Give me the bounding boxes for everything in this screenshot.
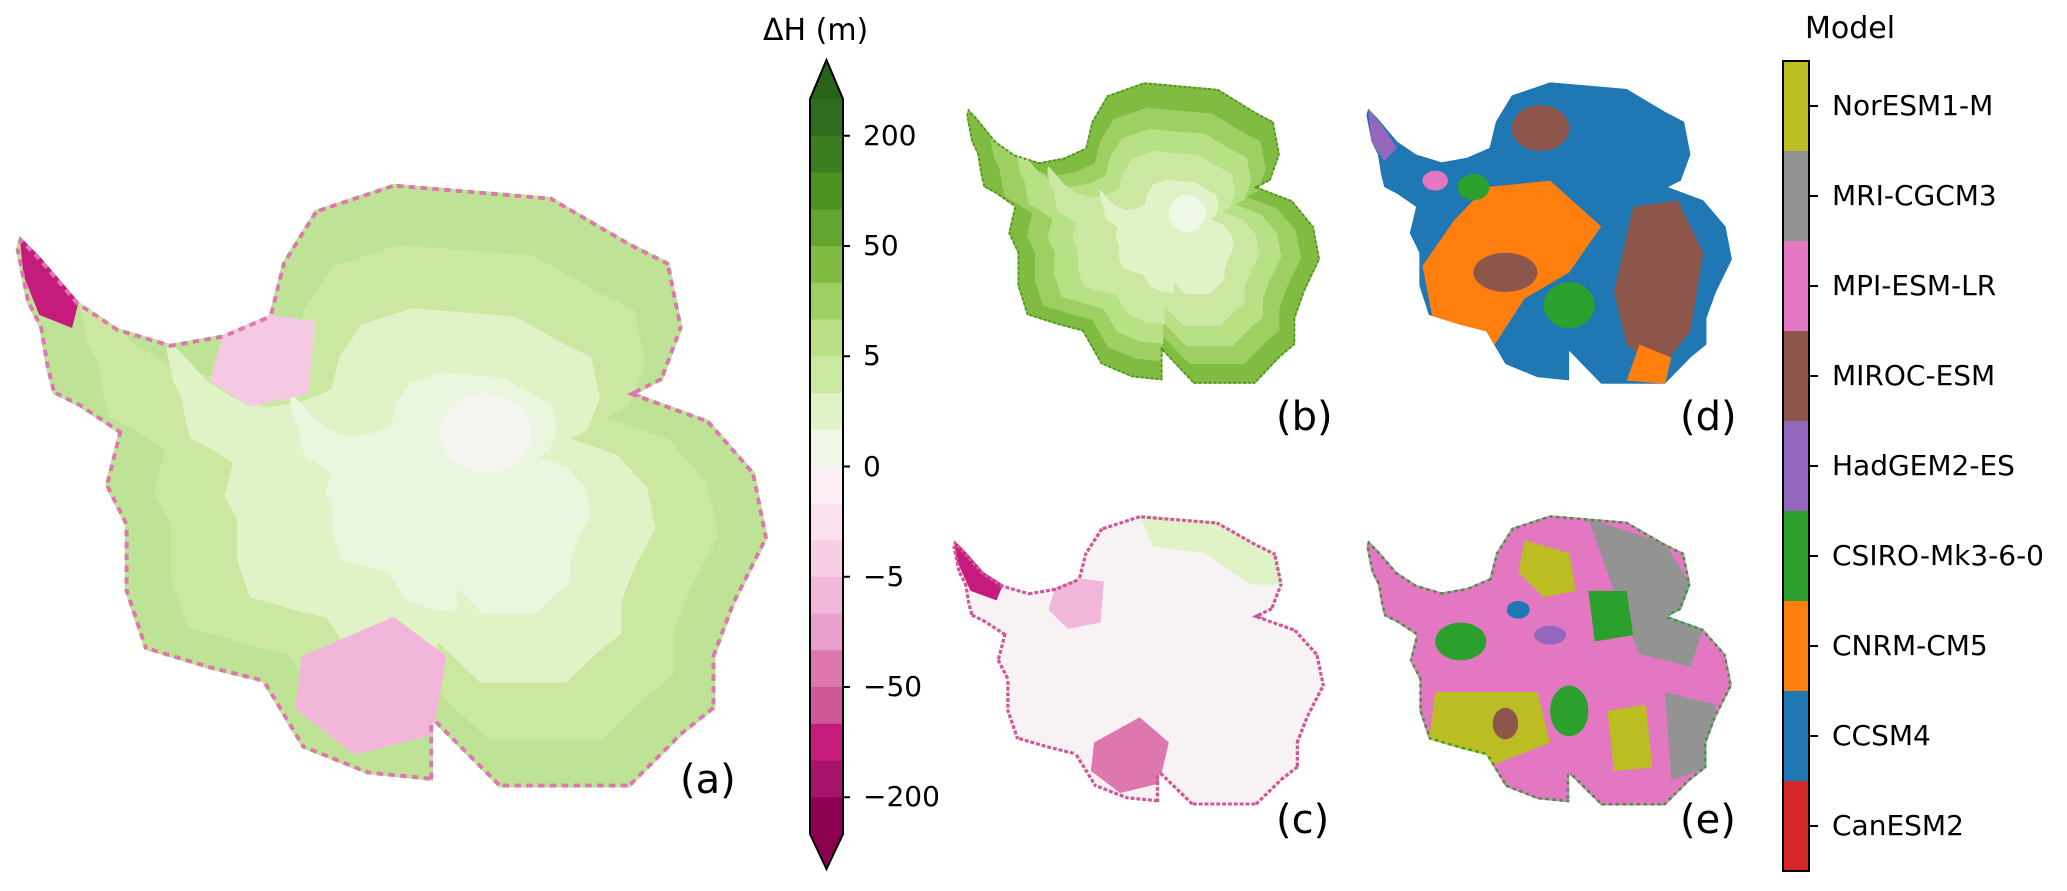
colorbar-band	[810, 172, 843, 210]
model-tick-mark	[1810, 105, 1818, 107]
colorbar-band	[810, 282, 843, 320]
model-colorbar-title: Model	[1805, 11, 1896, 46]
colorbar-tick-label: −50	[863, 670, 923, 703]
model-colorbar-outline	[1782, 60, 1810, 872]
map-panel-c	[952, 512, 1325, 806]
colorbar-tick-label: −200	[863, 780, 940, 814]
model-label: CCSM4	[1832, 719, 1931, 752]
colorbar-band	[810, 319, 843, 357]
colorbar-tick-label: 0	[863, 449, 881, 483]
panel-label-a: (a)	[680, 757, 736, 803]
colorbar-band	[810, 540, 843, 578]
panel-label-c: (c)	[1276, 797, 1330, 843]
height-colorbar	[809, 57, 850, 872]
model-tick-mark	[1810, 555, 1818, 557]
model-tick-mark	[1810, 285, 1818, 287]
colorbar-outline	[809, 57, 844, 872]
colorbar-band	[810, 466, 843, 504]
colorbar-band	[810, 650, 843, 688]
map-panel-e	[1366, 512, 1732, 806]
colorbar-band	[810, 99, 843, 137]
colorbar-band	[810, 723, 843, 761]
model-label: MPI-ESM-LR	[1832, 269, 1997, 302]
colorbar-band	[810, 356, 843, 394]
model-colorbar-segment	[1783, 781, 1809, 872]
model-label: MRI-CGCM3	[1832, 179, 1997, 212]
colorbar-band	[810, 429, 843, 467]
model-label: CanESM2	[1832, 809, 1964, 842]
colorbar-extend-top	[810, 60, 843, 99]
model-tick-mark	[1810, 465, 1818, 467]
model-label: CNRM-CM5	[1832, 629, 1988, 662]
model-colorbar-segment	[1783, 331, 1809, 422]
colorbar-band	[810, 687, 843, 725]
height-colorbar-title: ΔH (m)	[763, 13, 869, 48]
colorbar-tick-label: −5	[863, 559, 905, 593]
model-colorbar-segment	[1783, 421, 1809, 512]
colorbar-extend-bottom	[810, 834, 843, 869]
model-tick-mark	[1810, 645, 1818, 647]
map-panel-d	[1366, 82, 1732, 384]
model-colorbar-segment	[1783, 511, 1809, 602]
model-tick-mark	[1810, 375, 1818, 377]
map-panel-b	[966, 82, 1320, 384]
model-tick-mark	[1810, 195, 1818, 197]
model-colorbar-segment	[1783, 691, 1809, 782]
panel-label-e: (e)	[1680, 797, 1736, 843]
model-colorbar-segment	[1783, 241, 1809, 332]
colorbar-band	[810, 503, 843, 541]
model-tick-mark	[1810, 825, 1818, 827]
map-panel-a	[13, 177, 768, 886]
model-label: MIROC-ESM	[1832, 359, 1996, 392]
colorbar-band	[810, 760, 843, 798]
colorbar-band	[810, 209, 843, 247]
model-colorbar	[1782, 60, 1810, 872]
colorbar-band	[810, 797, 843, 835]
model-colorbar-segment	[1783, 151, 1809, 242]
model-colorbar-segment	[1783, 61, 1809, 152]
model-label: HadGEM2-ES	[1832, 449, 2015, 482]
colorbar-band	[810, 576, 843, 614]
model-colorbar-segment	[1783, 601, 1809, 692]
colorbar-band	[810, 135, 843, 173]
model-label: NorESM1-M	[1832, 89, 1994, 122]
colorbar-band	[810, 393, 843, 431]
colorbar-band	[810, 246, 843, 284]
colorbar-band	[810, 613, 843, 651]
model-tick-mark	[1810, 735, 1818, 737]
colorbar-tick-label: 5	[863, 339, 881, 373]
panel-label-d: (d)	[1680, 394, 1737, 440]
colorbar-tick-label: 50	[863, 229, 899, 262]
model-label: CSIRO-Mk3-6-0	[1832, 539, 2044, 572]
panel-label-b: (b)	[1276, 394, 1333, 440]
colorbar-tick-label: 200	[863, 118, 917, 152]
